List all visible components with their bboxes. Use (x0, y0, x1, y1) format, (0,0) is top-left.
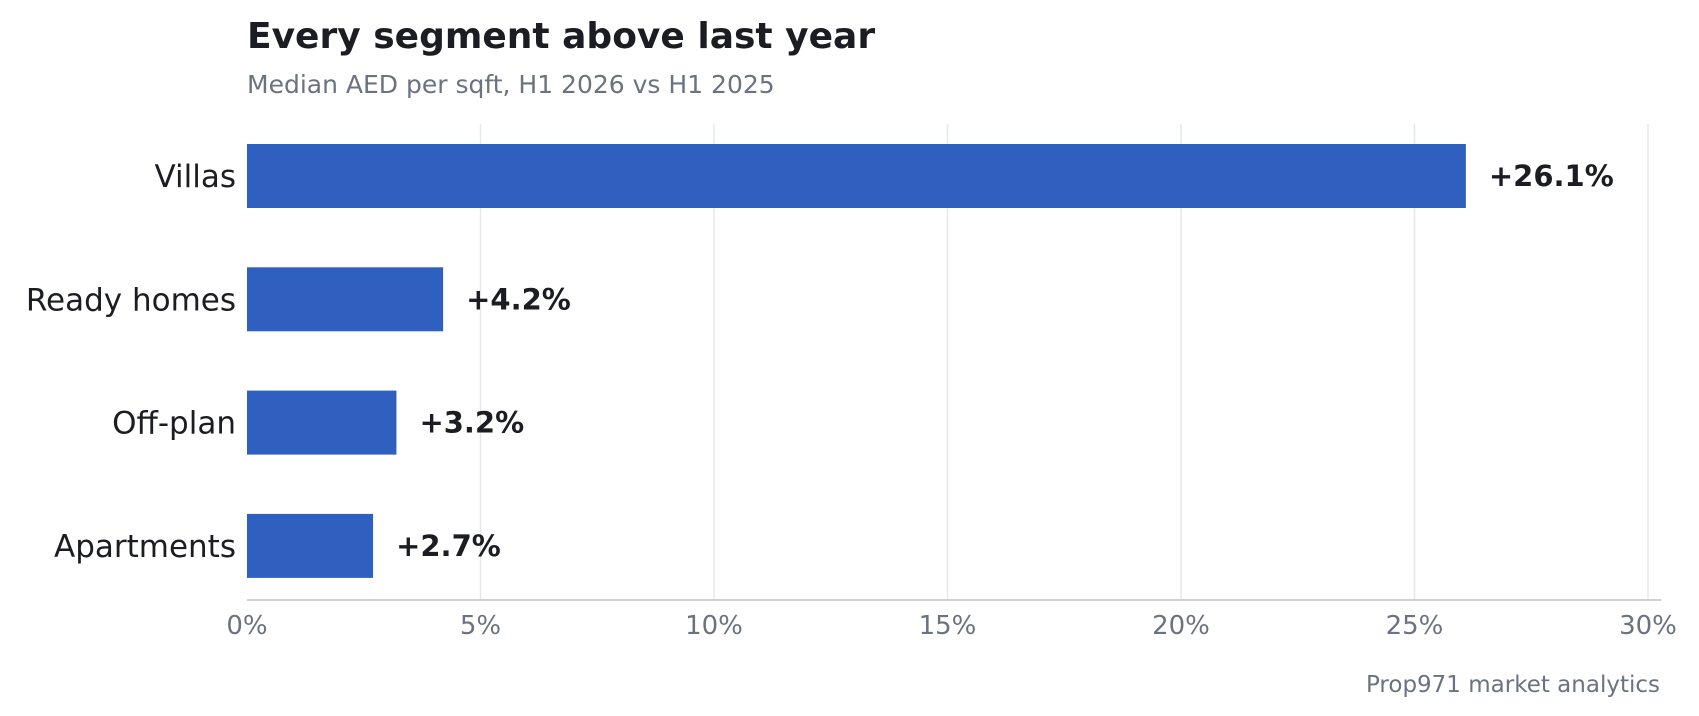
category-labels: Villas Ready homes Off-plan Apartments (26, 159, 236, 565)
category-label: Apartments (54, 529, 236, 565)
x-axis-ticks: 0% 5% 10% 15% 20% 25% 30% (226, 611, 1677, 641)
x-tick-label: 30% (1619, 611, 1677, 641)
x-tick-label: 25% (1386, 611, 1444, 641)
bar-ready-homes (247, 267, 444, 332)
chart-subtitle: Median AED per sqft, H1 2026 vs H1 2025 (247, 70, 775, 99)
bar-apartments (247, 513, 374, 578)
category-label: Villas (154, 159, 236, 195)
category-label: Ready homes (26, 282, 236, 318)
source-note: Prop971 market analytics (1366, 672, 1660, 698)
x-tick-label: 15% (919, 611, 977, 641)
x-tick-label: 10% (685, 611, 743, 641)
bar-villas (247, 144, 1466, 208)
bar-off-plan (247, 390, 397, 455)
data-label: +3.2% (419, 406, 524, 440)
x-tick-label: 5% (460, 611, 501, 641)
x-tick-label: 0% (226, 611, 267, 641)
data-label: +26.1% (1489, 159, 1614, 193)
chart-title: Every segment above last year (247, 16, 875, 57)
value-labels: +26.1% +4.2% +3.2% +2.7% (396, 159, 1614, 563)
bars (247, 144, 1466, 578)
data-label: +2.7% (396, 529, 501, 563)
category-label: Off-plan (112, 406, 236, 442)
x-tick-label: 20% (1152, 611, 1210, 641)
data-label: +4.2% (466, 282, 571, 316)
